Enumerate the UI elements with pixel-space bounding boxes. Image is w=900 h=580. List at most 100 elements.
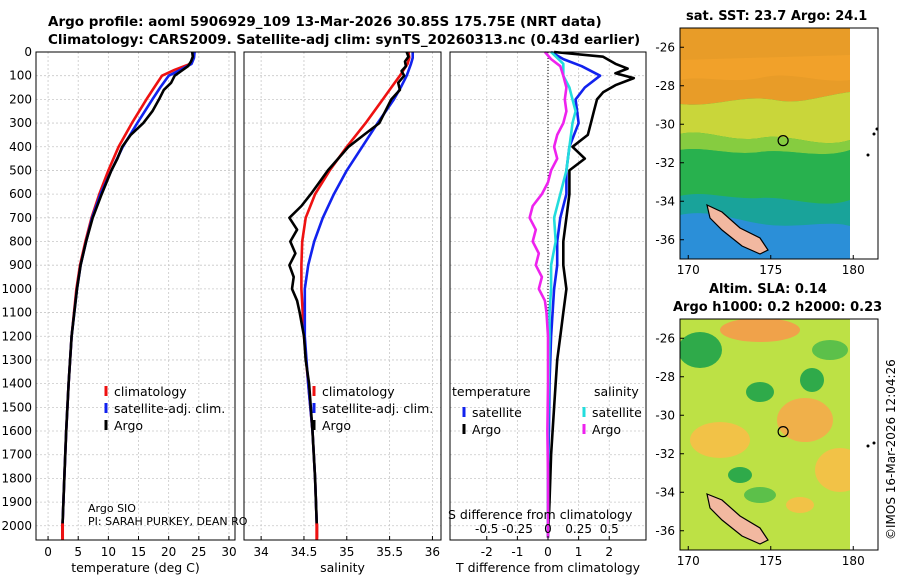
legend-label: Argo bbox=[472, 422, 501, 437]
sla-low-anomaly bbox=[728, 467, 752, 483]
depth-tick-label: 700 bbox=[9, 211, 32, 225]
x-tick-label: 1 bbox=[575, 545, 583, 559]
depth-tick-label: 1300 bbox=[1, 353, 32, 367]
map-y-tick-label: -34 bbox=[655, 485, 675, 499]
x-tick-label: 34 bbox=[253, 545, 268, 559]
map-y-tick-label: -26 bbox=[655, 331, 675, 345]
map-y-tick-label: -34 bbox=[655, 194, 675, 208]
sla-map-nodata bbox=[850, 319, 880, 550]
series-line-satellite-adj-clim- bbox=[61, 51, 196, 538]
x-tick-label: 15 bbox=[131, 545, 146, 559]
map-y-tick-label: -36 bbox=[655, 524, 675, 538]
map-y-tick-label: -28 bbox=[655, 370, 675, 384]
salinity-panel: 34 34.5 35 35.5 36 salinity climatology satelli… bbox=[243, 51, 442, 575]
new-zealand-coast bbox=[706, 493, 769, 545]
sst-map bbox=[680, 28, 850, 259]
map-x-tick-label: 175 bbox=[759, 263, 782, 277]
sla-map-frame bbox=[679, 318, 879, 551]
map-y-tick-label: -28 bbox=[655, 79, 675, 93]
map-x-tick-label: 170 bbox=[677, 554, 700, 568]
x-tick-label: 25 bbox=[191, 545, 206, 559]
island-dot bbox=[866, 444, 870, 448]
series-line-argo bbox=[61, 51, 195, 538]
difference-panel: -2 -1 0 1 2T difference from climatology temp… bbox=[448, 50, 647, 575]
depth-axis: 0 100 200 300 400 500 600 700 800 900 1000 1100 1200… bbox=[1, 45, 32, 533]
sst-green-band bbox=[680, 149, 850, 204]
x-tick-label: 36 bbox=[425, 545, 440, 559]
legend-label: Argo bbox=[114, 418, 143, 433]
legend-heading: temperature bbox=[452, 384, 531, 399]
x-tick-label: 10 bbox=[101, 545, 116, 559]
x-tick-label: -1 bbox=[511, 545, 523, 559]
x-tick-label: 5 bbox=[74, 545, 82, 559]
sla-low-anomaly bbox=[800, 368, 824, 392]
x-tick-label: 35 bbox=[339, 545, 354, 559]
depth-tick-label: 1500 bbox=[1, 400, 32, 414]
secondary-tick-label: -0.5 bbox=[475, 522, 498, 536]
legend-label: climatology bbox=[114, 384, 187, 399]
plot-title-line2: Climatology: CARS2009. Satellite-adj cli… bbox=[48, 32, 641, 48]
island-dot bbox=[872, 132, 876, 136]
x-axis-label: temperature (deg C) bbox=[71, 560, 200, 575]
sla-float-marker bbox=[777, 426, 789, 438]
depth-tick-label: 2000 bbox=[1, 519, 32, 533]
island-dot bbox=[866, 153, 870, 157]
depth-tick-label: 300 bbox=[9, 116, 32, 130]
secondary-axis-label: S difference from climatology bbox=[448, 507, 633, 522]
sla-low-anomaly bbox=[744, 487, 776, 503]
legend-label: Argo bbox=[592, 422, 621, 437]
sla-map-title-line1: Altim. SLA: 0.14 bbox=[709, 282, 827, 297]
map-x-tick-label: 180 bbox=[842, 554, 865, 568]
island-dot bbox=[875, 127, 879, 131]
new-zealand-coast bbox=[706, 203, 769, 255]
depth-tick-label: 1100 bbox=[1, 306, 32, 320]
x-tick-label: 2 bbox=[605, 545, 613, 559]
sla-map-ticks: 170 175 180 -26 -28 -30 -32 -34 -36 bbox=[655, 331, 864, 568]
sla-low-anomaly bbox=[812, 340, 848, 360]
depth-tick-label: 1600 bbox=[1, 424, 32, 438]
sla-high-anomaly bbox=[786, 497, 814, 513]
sst-map-title: sat. SST: 23.7 Argo: 24.1 bbox=[686, 9, 868, 24]
depth-tick-label: 1000 bbox=[1, 282, 32, 296]
map-y-tick-label: -30 bbox=[655, 117, 675, 131]
sla-low-anomaly bbox=[746, 382, 774, 402]
sla-high-anomaly bbox=[815, 448, 850, 492]
series-line-climatology bbox=[300, 51, 411, 538]
sla-high-anomaly bbox=[777, 398, 833, 442]
sla-high-anomaly bbox=[720, 319, 800, 342]
island-dot bbox=[872, 441, 876, 445]
map-x-tick-label: 170 bbox=[677, 263, 700, 277]
map-x-tick-label: 180 bbox=[842, 263, 865, 277]
x-tick-label: 30 bbox=[221, 545, 236, 559]
depth-tick-label: 200 bbox=[9, 92, 32, 106]
sla-map-title-line2: Argo h1000: 0.2 h2000: 0.23 bbox=[673, 300, 883, 315]
map-y-tick-label: -30 bbox=[655, 408, 675, 422]
secondary-tick-label: 0 bbox=[544, 522, 552, 536]
panel-frame bbox=[243, 51, 442, 541]
depth-tick-label: 600 bbox=[9, 187, 32, 201]
depth-tick-label: 1200 bbox=[1, 329, 32, 343]
series-line-temperature-satellite bbox=[546, 50, 602, 538]
depth-tick-label: 1700 bbox=[1, 448, 32, 462]
sla-low-anomaly bbox=[680, 332, 722, 368]
sst-map-frame bbox=[679, 27, 879, 260]
credit-line1: Argo SIO bbox=[88, 502, 136, 515]
x-tick-label: -2 bbox=[481, 545, 493, 559]
x-tick-label: 20 bbox=[161, 545, 176, 559]
secondary-tick-label: 0.5 bbox=[600, 522, 619, 536]
legend-label: satellite-adj. clim. bbox=[114, 401, 225, 416]
series-line-satellite-adj-clim- bbox=[303, 52, 415, 538]
legend-heading: salinity bbox=[594, 384, 639, 399]
credit-line2: PI: SARAH PURKEY, DEAN RO bbox=[88, 515, 248, 528]
map-y-tick-label: -36 bbox=[655, 233, 675, 247]
series-line-argo bbox=[288, 51, 410, 538]
map-x-tick-label: 175 bbox=[759, 554, 782, 568]
depth-tick-label: 900 bbox=[9, 258, 32, 272]
depth-tick-label: 500 bbox=[9, 163, 32, 177]
plot-title-line1: Argo profile: aoml 5906929_109 13-Mar-20… bbox=[48, 14, 602, 30]
series-line-climatology bbox=[61, 51, 196, 538]
x-tick-label: 34.5 bbox=[291, 545, 318, 559]
sst-yellow-band bbox=[680, 92, 850, 144]
sst-float-marker bbox=[777, 135, 789, 147]
